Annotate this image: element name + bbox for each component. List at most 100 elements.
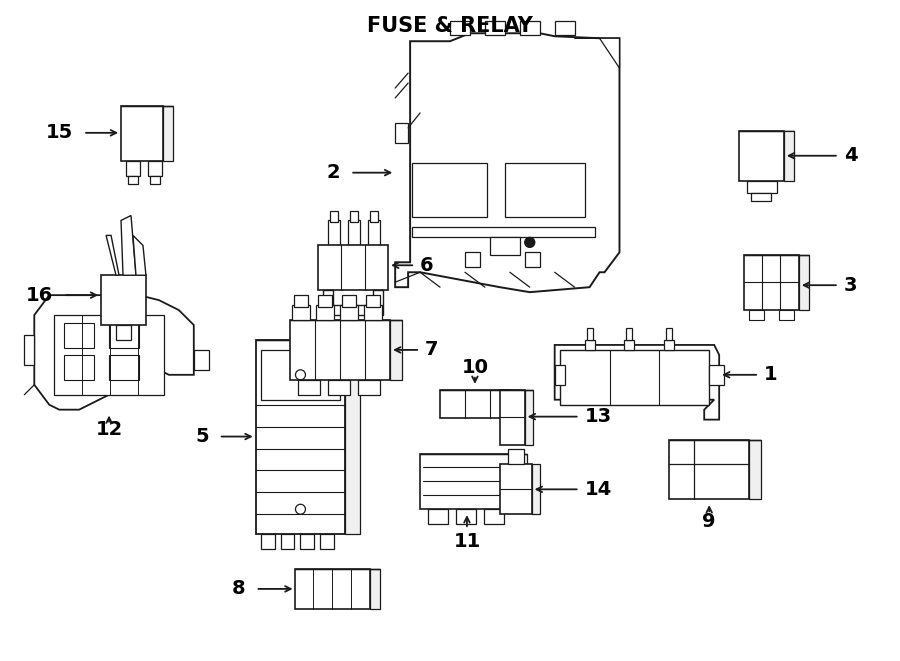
Polygon shape — [587, 328, 592, 340]
Bar — [484, 509, 504, 524]
Bar — [256, 340, 346, 534]
Bar — [291, 320, 391, 380]
Polygon shape — [664, 340, 674, 350]
Bar — [428, 509, 448, 524]
Bar — [328, 221, 340, 245]
Bar — [109, 323, 139, 348]
Polygon shape — [133, 235, 146, 275]
Bar — [739, 131, 784, 180]
Polygon shape — [391, 320, 402, 380]
Polygon shape — [509, 390, 520, 418]
Text: 10: 10 — [462, 358, 489, 377]
Bar — [752, 192, 771, 200]
Bar — [328, 380, 350, 395]
Polygon shape — [525, 390, 533, 444]
Polygon shape — [625, 340, 634, 350]
Bar — [64, 323, 94, 348]
Bar — [54, 315, 164, 395]
Bar — [294, 295, 309, 307]
Polygon shape — [554, 365, 564, 385]
Bar — [101, 275, 146, 325]
Bar — [364, 305, 382, 320]
Polygon shape — [666, 328, 672, 340]
Text: 7: 7 — [425, 340, 438, 360]
Bar — [342, 295, 356, 307]
Text: 16: 16 — [26, 286, 53, 305]
Text: FUSE & RELAY: FUSE & RELAY — [367, 17, 533, 36]
Bar — [465, 253, 480, 267]
Bar — [490, 237, 520, 255]
Bar — [485, 21, 505, 35]
Bar — [292, 305, 310, 320]
Polygon shape — [799, 255, 809, 310]
Polygon shape — [24, 335, 34, 365]
Bar — [330, 210, 338, 223]
Polygon shape — [370, 569, 380, 609]
Bar — [500, 465, 532, 514]
Bar — [440, 390, 509, 418]
Text: 14: 14 — [585, 480, 612, 499]
Bar — [747, 180, 777, 192]
Polygon shape — [194, 350, 209, 370]
Text: 6: 6 — [420, 256, 434, 275]
Text: 9: 9 — [702, 512, 716, 531]
Bar — [500, 390, 525, 444]
Bar — [358, 380, 380, 395]
Polygon shape — [34, 295, 193, 410]
Bar — [749, 310, 764, 320]
Bar — [505, 163, 585, 217]
Bar — [420, 455, 515, 509]
Bar — [520, 21, 540, 35]
Bar — [128, 176, 138, 184]
Bar — [319, 245, 388, 290]
Polygon shape — [515, 455, 526, 509]
Polygon shape — [554, 345, 719, 420]
Polygon shape — [585, 340, 595, 350]
Polygon shape — [395, 33, 619, 292]
Polygon shape — [323, 290, 383, 315]
Bar — [261, 350, 340, 400]
Text: 2: 2 — [327, 163, 340, 182]
Bar — [109, 355, 139, 380]
Polygon shape — [121, 215, 136, 275]
Bar — [340, 305, 358, 320]
Text: 12: 12 — [95, 420, 122, 439]
Bar — [320, 534, 335, 549]
Bar — [560, 350, 709, 405]
Bar — [670, 440, 749, 499]
Polygon shape — [749, 440, 761, 499]
Bar — [126, 161, 140, 176]
Polygon shape — [395, 123, 408, 143]
Bar — [301, 534, 314, 549]
Text: 15: 15 — [46, 124, 73, 142]
Bar — [348, 221, 360, 245]
Bar — [525, 253, 540, 267]
Text: 8: 8 — [232, 580, 246, 598]
Bar — [744, 255, 799, 310]
Bar — [368, 221, 380, 245]
Polygon shape — [346, 340, 360, 534]
Bar — [281, 534, 294, 549]
Bar — [64, 355, 94, 380]
Text: 13: 13 — [585, 407, 612, 426]
Text: 4: 4 — [844, 146, 858, 165]
Polygon shape — [412, 227, 595, 237]
Circle shape — [525, 237, 535, 247]
Bar — [295, 569, 370, 609]
Bar — [148, 161, 162, 176]
Polygon shape — [784, 131, 794, 180]
Bar — [116, 325, 131, 340]
Bar — [317, 305, 335, 320]
Bar — [554, 21, 574, 35]
Bar — [450, 21, 470, 35]
Bar — [412, 163, 487, 217]
Bar — [150, 176, 160, 184]
Polygon shape — [574, 38, 619, 68]
Text: 11: 11 — [454, 531, 481, 551]
Bar — [779, 310, 794, 320]
Text: 1: 1 — [764, 366, 778, 384]
Bar — [121, 106, 163, 161]
Bar — [350, 210, 358, 223]
Bar — [261, 534, 274, 549]
Polygon shape — [163, 106, 173, 161]
